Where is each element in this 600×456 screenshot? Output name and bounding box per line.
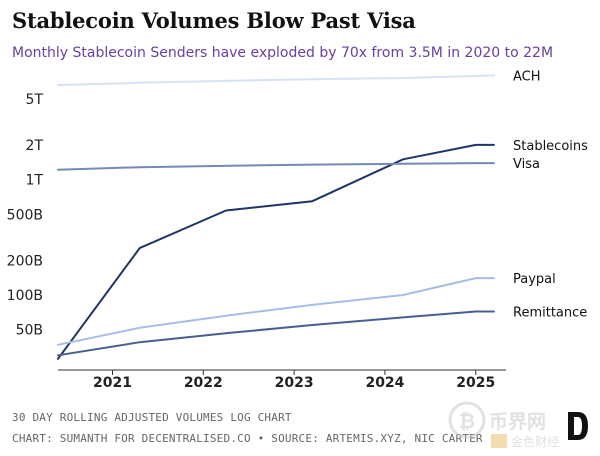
y-axis-ticks: 50B 100B 200B 500B 1T 2T 5T <box>7 92 44 339</box>
series-line-paypal <box>57 277 495 346</box>
series-labels: ACH Stablecoins Visa Paypal Remittance <box>513 69 588 320</box>
series-line-visa <box>57 162 495 171</box>
series-line-remittance <box>57 310 495 357</box>
series-lines <box>57 74 495 360</box>
x-tick-label: 2024 <box>365 375 404 391</box>
series-label-remittance: Remittance <box>513 305 587 320</box>
y-tick-label: 5T <box>26 92 44 108</box>
y-tick-label: 100B <box>7 288 43 304</box>
series-line-stablecoins <box>57 143 495 360</box>
svg-text:币界网: 币界网 <box>489 411 546 433</box>
y-tick-label: 1T <box>26 173 44 189</box>
x-tick-label: 2025 <box>456 375 495 391</box>
series-line-ach <box>57 74 495 87</box>
decentralised-logo <box>568 412 588 440</box>
svg-text:金色财经: 金色财经 <box>511 434 559 449</box>
watermark-coin-icon <box>448 401 486 439</box>
svg-text:₿: ₿ <box>459 409 475 433</box>
x-tick-label: 2023 <box>275 375 314 391</box>
x-axis-ticks: 2021 2022 2023 2024 2025 <box>93 370 495 391</box>
series-label-ach: ACH <box>513 69 541 84</box>
footer-credits: CHART: SUMANTH FOR DECENTRALISED.CO • SO… <box>12 432 483 445</box>
y-tick-label: 500B <box>7 207 43 223</box>
x-tick-label: 2022 <box>184 375 223 391</box>
footer-chart-note: 30 DAY ROLLING ADJUSTED VOLUMES LOG CHAR… <box>12 411 292 424</box>
watermark-logo: ₿ 币界网 金色财经 <box>448 401 559 449</box>
y-tick-label: 2T <box>26 138 44 154</box>
x-tick-label: 2021 <box>93 375 132 391</box>
chart-title: Stablecoin Volumes Blow Past Visa <box>12 8 416 33</box>
chart-subtitle: Monthly Stablecoin Senders have exploded… <box>12 45 554 61</box>
series-label-paypal: Paypal <box>513 272 556 287</box>
series-label-visa: Visa <box>513 157 540 172</box>
y-tick-label: 50B <box>16 323 43 339</box>
y-tick-label: 200B <box>7 253 43 269</box>
series-label-stablecoins: Stablecoins <box>513 139 588 154</box>
